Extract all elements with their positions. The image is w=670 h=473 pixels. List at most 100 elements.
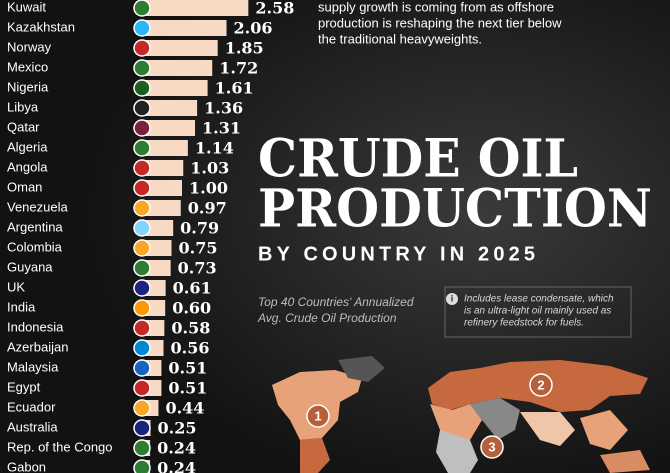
category-label: Kazakhstan: [7, 19, 75, 34]
chart-title: PRODUCTION: [258, 179, 652, 240]
note: Avg. Crude Oil Production: [257, 311, 397, 325]
value-label: 0.51: [168, 359, 207, 378]
value-label: 1.14: [195, 139, 234, 158]
note: Top 40 Countries' Annualized: [258, 295, 414, 309]
flag: [133, 279, 151, 297]
flag: [133, 459, 151, 473]
info-icon: [446, 293, 458, 305]
value-label: 0.75: [179, 239, 218, 258]
flag: [133, 399, 151, 417]
value-label: 0.51: [168, 379, 207, 398]
category-label: Egypt: [7, 379, 41, 394]
category-label: Angola: [7, 159, 48, 174]
value-label: 0.24: [157, 459, 196, 473]
value-label: 2.58: [255, 0, 294, 18]
value-label: 0.58: [171, 319, 210, 338]
chart-title: CRUDE OIL: [258, 129, 578, 190]
info-text: is an ultra-light oil mainly used as: [464, 306, 611, 317]
flag: [133, 419, 151, 437]
flag: [133, 119, 151, 137]
intro-text: the traditional heavyweights.: [318, 31, 482, 46]
value-label: 1.31: [202, 119, 241, 138]
map-markers: 1 2 3: [306, 373, 553, 459]
flag: [133, 179, 151, 197]
bar: [140, 0, 249, 16]
flag: [133, 79, 151, 97]
bar: [140, 100, 198, 116]
map-marker: [480, 435, 504, 459]
category-label: Rep. of the Congo: [7, 439, 113, 454]
value-label: 0.73: [178, 259, 217, 278]
category-label: Norway: [7, 39, 52, 54]
category-label: UK: [7, 279, 25, 294]
value-label: 1.72: [219, 59, 258, 78]
bar: [140, 120, 196, 136]
flag: [133, 199, 151, 217]
category-label: Mexico: [7, 59, 48, 74]
value-label: 1.36: [204, 99, 243, 118]
flag: [133, 259, 151, 277]
flag: [133, 319, 151, 337]
flag: [133, 19, 151, 37]
category-label: Indonesia: [7, 319, 64, 334]
flag: [133, 439, 151, 457]
value-label: 0.44: [165, 399, 204, 418]
bar: [140, 80, 208, 96]
value-label: 0.97: [188, 199, 227, 218]
flag: [133, 219, 151, 237]
category-label: Azerbaijan: [7, 339, 68, 354]
bar: [140, 20, 227, 36]
category-label: Australia: [7, 419, 58, 434]
category-label: Oman: [7, 179, 42, 194]
category-label: Guyana: [7, 259, 53, 274]
flag: [133, 139, 151, 157]
info-icon-glyph: i: [451, 293, 454, 303]
map-marker: [306, 404, 330, 428]
category-label: Venezuela: [7, 199, 68, 214]
category-label: Kuwait: [7, 0, 46, 14]
map-marker-label: 2: [537, 377, 544, 392]
flag: [133, 239, 151, 257]
value-label: 0.61: [173, 279, 212, 298]
flag: [133, 379, 151, 397]
flag: [133, 339, 151, 357]
flag: [133, 359, 151, 377]
category-label: Libya: [7, 99, 39, 114]
info-box: [444, 286, 632, 338]
category-label: Qatar: [7, 119, 40, 134]
category-label: Algeria: [7, 139, 48, 154]
value-label: 1.85: [225, 39, 264, 58]
value-label: 1.00: [189, 179, 228, 198]
flag: [133, 0, 151, 17]
value-label: 0.56: [171, 339, 210, 358]
category-label: India: [7, 299, 36, 314]
flag: [133, 299, 151, 317]
map-marker: [529, 373, 553, 397]
value-label: 1.61: [215, 79, 254, 98]
bar: [140, 160, 184, 176]
info-text: Includes lease condensate, which: [464, 294, 614, 305]
map-marker-label: 3: [488, 439, 495, 454]
bar: [140, 40, 218, 56]
category-label: Gabon: [7, 459, 46, 473]
bar: [140, 200, 181, 216]
flag: [133, 59, 151, 77]
value-label: 1.03: [190, 159, 229, 178]
intro-text: production is reshaping the next tier be…: [318, 15, 562, 30]
value-label: 0.25: [158, 419, 197, 438]
flag: [133, 99, 151, 117]
world-map: [272, 356, 650, 473]
category-label: Nigeria: [7, 79, 49, 94]
info-text: refinery feedstock for fuels.: [464, 318, 584, 329]
map-marker-label: 1: [314, 408, 321, 423]
category-label: Ecuador: [7, 399, 56, 414]
value-label: 0.60: [172, 299, 211, 318]
category-label: Malaysia: [7, 359, 59, 374]
intro-text: supply growth is coming from as offshore: [318, 0, 554, 14]
value-label: 2.06: [234, 19, 273, 38]
flag: [133, 159, 151, 177]
bar: [140, 180, 182, 196]
category-label: Colombia: [7, 239, 63, 254]
